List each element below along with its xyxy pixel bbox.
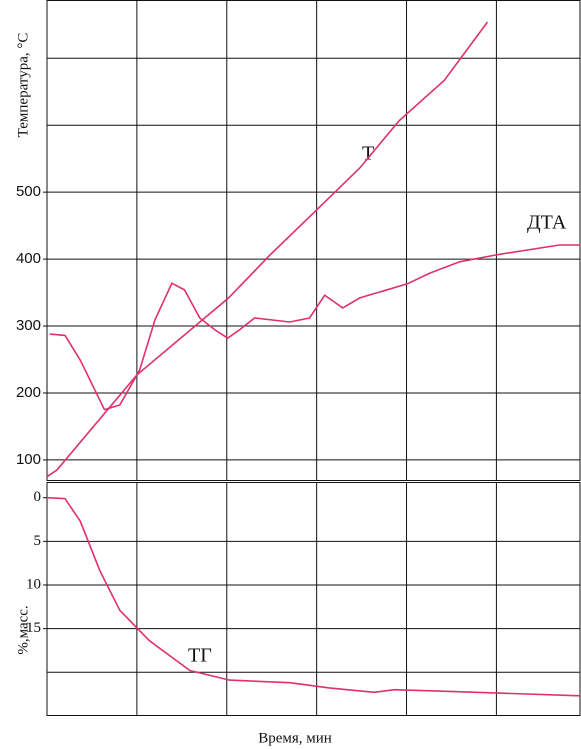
line-series (46, 21, 489, 478)
line-series (46, 496, 581, 697)
y-tick-label: 15 (26, 620, 41, 636)
y-axis-label: Температура, °С (15, 33, 31, 138)
annotation: Т (362, 143, 374, 165)
plot-frame (46, 0, 581, 481)
y-tick-label: 500 (16, 183, 41, 200)
y-tick-label: 400 (16, 250, 41, 267)
plot-frame (46, 482, 581, 716)
y-tick-label: 0 (34, 489, 42, 505)
y-tick-label: 100 (16, 451, 41, 468)
annotation: ДТА (527, 212, 567, 234)
annotation: ТГ (188, 645, 212, 667)
y-tick-label: 5 (34, 533, 42, 549)
y-tick-label: 10 (26, 576, 41, 592)
y-tick-label: 300 (16, 317, 41, 334)
x-axis-label: Время, мин (258, 730, 332, 746)
y-axis-label: %,масс. (15, 605, 31, 654)
line-series (49, 244, 580, 411)
y-tick-label: 200 (16, 384, 41, 401)
